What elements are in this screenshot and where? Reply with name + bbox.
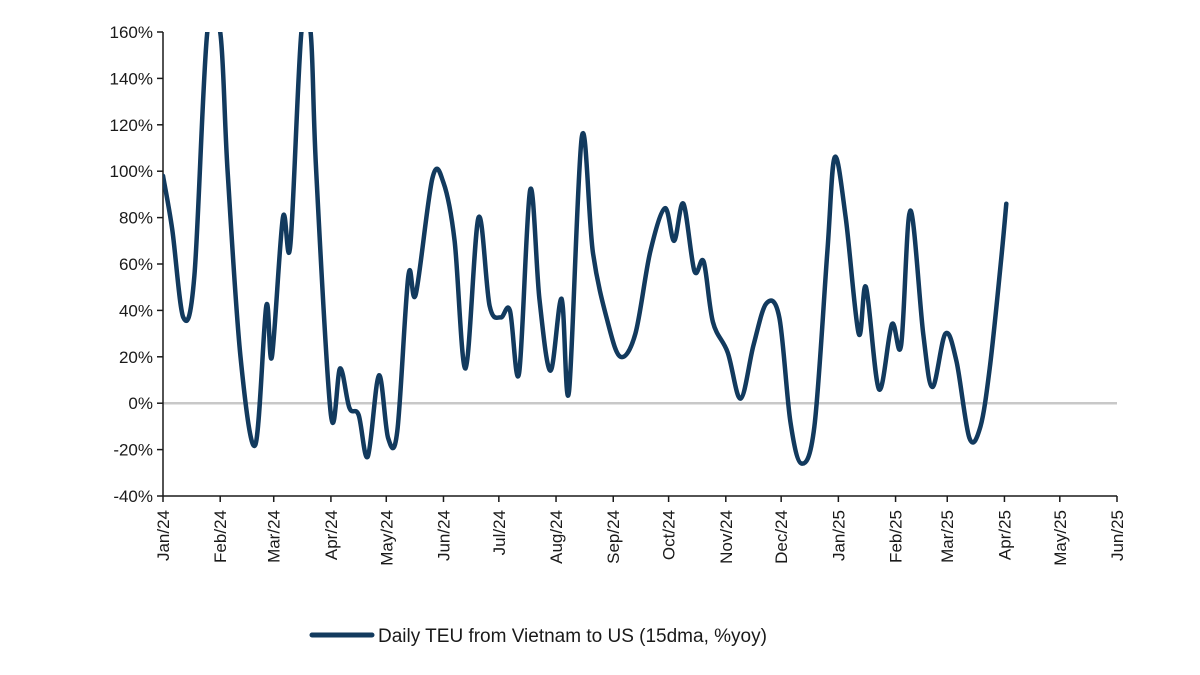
y-tick-label: 0% <box>128 394 153 413</box>
x-tick-label: Apr/24 <box>322 510 341 560</box>
axes-layer <box>157 31 1118 502</box>
series-line <box>163 32 1009 466</box>
x-tick-label: May/25 <box>1051 510 1070 566</box>
x-tick-label: Oct/24 <box>660 510 679 560</box>
x-tick-label: Feb/25 <box>887 510 906 563</box>
legend-label: Daily TEU from Vietnam to US (15dma, %yo… <box>378 626 767 647</box>
x-tick-label: Jul/24 <box>490 510 509 555</box>
y-tick-labels: 160% 140% 120% 100% 80% 60% 40% 20% 0% -20% -40% <box>110 23 153 506</box>
y-tick-label: 80% <box>119 209 153 228</box>
x-tick-label: Jun/24 <box>434 510 453 561</box>
y-tick-label: -40% <box>113 487 153 506</box>
y-tick-label: 160% <box>110 23 153 42</box>
x-tick-label: Jun/25 <box>1108 510 1127 561</box>
x-tick-label: Jan/24 <box>154 510 173 561</box>
x-tick-label: Aug/24 <box>547 510 566 564</box>
y-tick-label: -20% <box>113 441 153 460</box>
y-tick-label: 60% <box>119 255 153 274</box>
y-tick-label: 120% <box>110 116 153 135</box>
series-layer <box>163 32 1009 466</box>
legend: Daily TEU from Vietnam to US (15dma, %yo… <box>309 626 767 647</box>
x-tick-label: Feb/24 <box>211 510 230 563</box>
x-tick-labels: Jan/24 Feb/24 Mar/24 Apr/24 May/24 Jun/24 Jul/… <box>154 510 1127 566</box>
x-tick-label: May/24 <box>377 510 396 566</box>
y-tick-label: 100% <box>110 162 153 181</box>
x-tick-label: Dec/24 <box>772 510 791 564</box>
x-tick-label: Sep/24 <box>604 510 623 564</box>
y-tick-label: 140% <box>110 69 153 88</box>
x-tick-label: Jan/25 <box>829 510 848 561</box>
x-tick-label: Apr/25 <box>995 510 1014 560</box>
y-tick-label: 40% <box>119 301 153 320</box>
x-tick-label: Mar/24 <box>265 510 284 563</box>
y-tick-label: 20% <box>119 348 153 367</box>
x-tick-label: Nov/24 <box>717 510 736 564</box>
x-tick-label: Mar/25 <box>938 510 957 563</box>
